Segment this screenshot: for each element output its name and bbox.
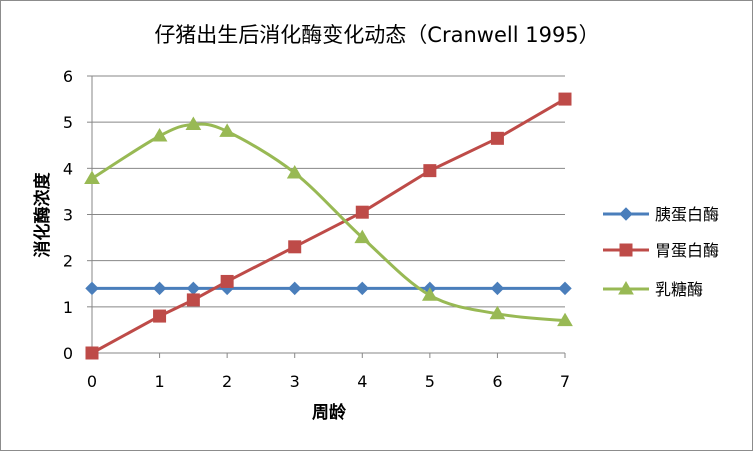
y-axis-label: 消化酶浓度 — [32, 172, 53, 258]
series-line — [91, 122, 566, 323]
y-tick-label: 1 — [63, 298, 73, 317]
data-point — [186, 293, 200, 307]
legend-marker — [619, 243, 633, 257]
data-point — [558, 281, 572, 296]
y-tick-label: 6 — [63, 67, 73, 86]
legend-item: 胰蛋白酶 — [603, 205, 719, 224]
y-tick-label: 0 — [63, 344, 73, 363]
data-point — [85, 281, 99, 296]
series-diamond — [85, 281, 572, 296]
legend-marker — [618, 281, 634, 295]
data-point — [421, 287, 438, 301]
grid-lines — [92, 75, 565, 308]
y-tick-label: 5 — [63, 113, 73, 132]
data-point — [558, 92, 572, 106]
y-tick-label: 2 — [63, 252, 73, 271]
legend-item: 乳糖酶 — [603, 280, 703, 299]
x-tick-label: 0 — [87, 372, 97, 391]
legend-label: 胃蛋白酶 — [655, 241, 719, 260]
data-point — [185, 116, 202, 130]
data-point — [286, 164, 303, 179]
y-tick-label: 4 — [63, 159, 73, 178]
series-triangle — [84, 116, 573, 327]
data-point — [186, 281, 201, 296]
data-point — [557, 312, 573, 327]
data-point — [152, 281, 167, 296]
y-tick-label: 3 — [63, 206, 73, 225]
data-point — [219, 123, 236, 137]
data-point — [489, 305, 506, 320]
x-tick-label: 6 — [492, 372, 502, 391]
data-point — [288, 281, 302, 296]
data-point — [423, 164, 437, 178]
x-tick-label: 5 — [425, 372, 435, 391]
data-point — [220, 274, 234, 288]
x-tick-label: 4 — [357, 372, 367, 391]
x-tick-label: 1 — [154, 372, 164, 391]
x-axis-label: 周龄 — [312, 402, 347, 423]
data-point — [153, 309, 167, 323]
data-point — [354, 229, 371, 244]
y-tick-labels: 0 1 2 3 4 5 6 — [63, 67, 73, 363]
legend-item: 胃蛋白酶 — [603, 241, 719, 260]
data-point — [355, 281, 369, 296]
x-tick-label: 7 — [560, 372, 570, 391]
x-tick-label: 2 — [222, 372, 232, 391]
legend-marker — [619, 207, 633, 221]
data-point — [355, 205, 369, 219]
data-point — [151, 128, 168, 142]
axes — [87, 75, 566, 358]
data-point — [490, 131, 504, 145]
chart-title: 仔猪出生后消化酶变化动态（Cranwell 1995） — [154, 23, 599, 47]
data-point — [288, 240, 302, 254]
legend-label: 乳糖酶 — [655, 280, 703, 299]
data-point — [84, 170, 100, 184]
x-tick-labels: 0 1 2 3 4 5 6 7 — [87, 372, 570, 391]
data-point — [490, 281, 505, 296]
data-point — [85, 346, 99, 360]
series-square — [85, 92, 572, 360]
legend-label: 胰蛋白酶 — [655, 205, 719, 224]
series-group — [84, 92, 573, 360]
x-tick-label: 3 — [290, 372, 300, 391]
